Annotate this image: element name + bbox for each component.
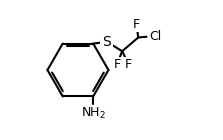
Text: NH$_2$: NH$_2$	[81, 106, 106, 121]
Text: F: F	[133, 18, 140, 31]
Text: F: F	[113, 58, 120, 71]
Text: S: S	[102, 35, 111, 49]
Text: Cl: Cl	[150, 30, 162, 43]
Text: F: F	[125, 58, 132, 71]
